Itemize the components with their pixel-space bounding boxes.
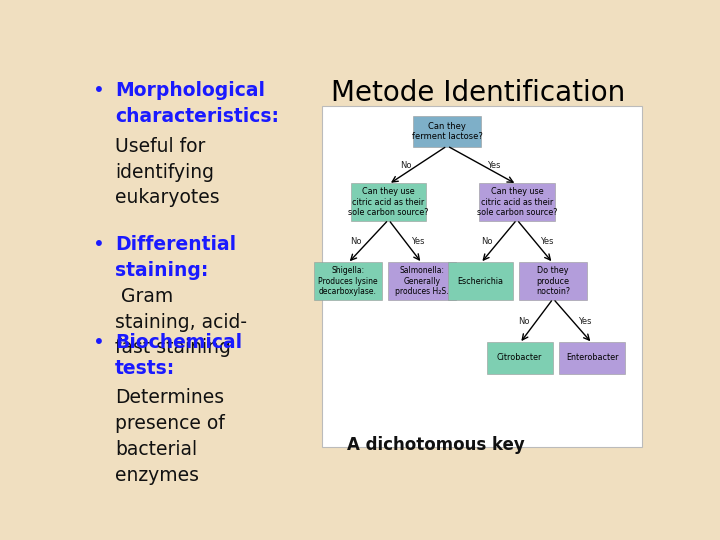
FancyBboxPatch shape [351, 183, 426, 221]
Text: Escherichia: Escherichia [458, 276, 503, 286]
FancyBboxPatch shape [314, 262, 382, 300]
Text: Differential: Differential [115, 235, 236, 254]
Text: Salmonella:
Generally
produces H₂S.: Salmonella: Generally produces H₂S. [395, 266, 449, 296]
Text: Can they use
citric acid as their
sole carbon source?: Can they use citric acid as their sole c… [348, 187, 429, 217]
Text: Can they
ferment lactose?: Can they ferment lactose? [412, 122, 482, 141]
FancyBboxPatch shape [559, 342, 625, 374]
Text: fast staining: fast staining [115, 339, 231, 357]
Text: Do they
produce
noctoin?: Do they produce noctoin? [536, 266, 570, 296]
Text: Gram: Gram [115, 287, 174, 306]
Text: eukaryotes: eukaryotes [115, 188, 220, 207]
Text: No: No [518, 316, 530, 326]
Text: Useful for: Useful for [115, 137, 205, 156]
FancyBboxPatch shape [388, 262, 456, 300]
Text: No: No [481, 237, 492, 246]
Text: Determines: Determines [115, 388, 224, 407]
Text: Metode Identification: Metode Identification [330, 79, 625, 107]
Text: Morphological: Morphological [115, 82, 265, 100]
Text: Enterobacter: Enterobacter [566, 354, 618, 362]
Text: staining:: staining: [115, 261, 209, 280]
Text: identifying: identifying [115, 163, 214, 181]
FancyBboxPatch shape [449, 262, 513, 300]
Text: •: • [93, 333, 104, 352]
Text: No: No [400, 160, 411, 170]
FancyBboxPatch shape [479, 183, 555, 221]
Text: No: No [350, 237, 361, 246]
Text: Yes: Yes [578, 316, 592, 326]
FancyBboxPatch shape [322, 106, 642, 447]
Text: staining, acid-: staining, acid- [115, 313, 247, 332]
Text: Yes: Yes [487, 160, 501, 170]
Text: Can they use
citric acid as their
sole carbon source?: Can they use citric acid as their sole c… [477, 187, 557, 217]
Text: •: • [93, 82, 104, 100]
FancyBboxPatch shape [487, 342, 552, 374]
Text: •: • [93, 235, 104, 254]
FancyBboxPatch shape [519, 262, 587, 300]
Text: Citrobacter: Citrobacter [497, 354, 542, 362]
Text: Shigella:
Produces lysine
decarboxylase.: Shigella: Produces lysine decarboxylase. [318, 266, 377, 296]
Text: characteristics:: characteristics: [115, 107, 279, 126]
Text: bacterial: bacterial [115, 440, 197, 459]
Text: Biochemical: Biochemical [115, 333, 242, 352]
Text: Yes: Yes [411, 237, 424, 246]
FancyBboxPatch shape [413, 116, 481, 147]
Text: Yes: Yes [541, 237, 554, 246]
Text: presence of: presence of [115, 414, 225, 433]
Text: A dichotomous key: A dichotomous key [347, 436, 525, 454]
Text: tests:: tests: [115, 359, 176, 378]
Text: enzymes: enzymes [115, 466, 199, 485]
